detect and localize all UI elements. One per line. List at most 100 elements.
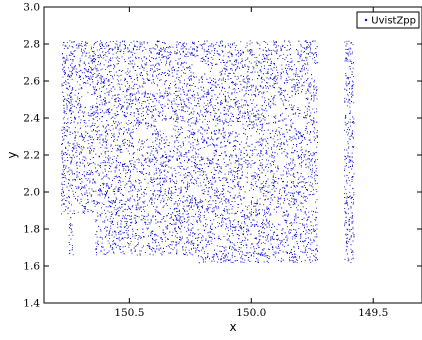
data-point bbox=[207, 212, 209, 214]
data-point bbox=[171, 174, 173, 176]
data-point bbox=[69, 174, 70, 176]
data-point bbox=[307, 243, 308, 245]
data-point bbox=[130, 186, 132, 188]
data-point bbox=[104, 193, 105, 195]
data-point bbox=[169, 100, 171, 102]
data-point bbox=[273, 208, 275, 210]
data-point bbox=[217, 222, 219, 223]
data-point bbox=[302, 206, 304, 208]
data-point bbox=[65, 152, 67, 154]
data-point bbox=[298, 177, 300, 179]
data-point bbox=[213, 152, 215, 154]
data-point bbox=[83, 111, 85, 113]
data-point bbox=[119, 246, 120, 248]
data-point bbox=[100, 250, 102, 252]
data-point bbox=[212, 143, 213, 145]
data-point bbox=[284, 90, 286, 92]
data-point bbox=[138, 85, 140, 87]
data-point bbox=[67, 142, 69, 144]
data-point bbox=[196, 221, 198, 222]
data-point bbox=[70, 59, 72, 60]
data-point bbox=[277, 182, 279, 184]
data-point bbox=[176, 70, 178, 72]
data-point bbox=[190, 97, 192, 99]
data-point bbox=[233, 171, 235, 172]
data-point bbox=[221, 40, 223, 42]
data-point bbox=[151, 230, 153, 232]
data-point bbox=[72, 89, 74, 90]
data-point bbox=[67, 59, 69, 61]
data-point bbox=[295, 70, 297, 72]
data-point bbox=[89, 84, 91, 86]
data-point bbox=[228, 136, 229, 138]
data-point bbox=[262, 147, 264, 149]
data-point bbox=[62, 199, 63, 201]
data-point bbox=[274, 117, 276, 118]
data-point bbox=[305, 196, 307, 197]
data-point bbox=[237, 100, 239, 102]
data-point bbox=[210, 197, 212, 199]
data-point bbox=[61, 200, 63, 201]
data-point bbox=[173, 146, 175, 148]
data-point bbox=[148, 222, 150, 223]
data-point bbox=[300, 68, 302, 70]
data-point bbox=[209, 207, 211, 209]
data-point bbox=[208, 240, 210, 242]
data-point bbox=[117, 46, 119, 48]
data-point bbox=[143, 41, 145, 43]
data-point bbox=[108, 162, 110, 164]
data-point bbox=[273, 99, 274, 101]
data-point bbox=[348, 138, 350, 140]
data-point bbox=[210, 114, 212, 116]
data-point bbox=[226, 218, 228, 219]
data-point bbox=[347, 127, 349, 129]
data-point bbox=[159, 143, 161, 145]
data-point bbox=[296, 222, 298, 224]
data-point bbox=[224, 90, 226, 92]
data-point bbox=[233, 64, 235, 66]
data-point bbox=[184, 120, 186, 122]
data-point bbox=[75, 186, 77, 188]
data-point bbox=[173, 168, 175, 169]
data-point bbox=[312, 225, 314, 227]
data-point bbox=[64, 132, 65, 134]
data-point bbox=[106, 91, 108, 93]
data-point bbox=[125, 208, 127, 210]
data-point bbox=[300, 237, 302, 239]
data-point bbox=[153, 110, 155, 111]
data-point bbox=[250, 182, 252, 184]
data-point bbox=[76, 47, 78, 49]
data-point bbox=[300, 44, 302, 46]
data-point bbox=[265, 216, 267, 218]
data-point bbox=[293, 247, 295, 249]
data-point bbox=[285, 222, 287, 224]
data-point bbox=[100, 96, 102, 98]
data-point bbox=[245, 59, 247, 61]
data-point bbox=[230, 241, 231, 243]
data-point bbox=[346, 85, 348, 87]
data-point bbox=[291, 109, 292, 111]
data-point bbox=[199, 218, 200, 219]
data-point bbox=[143, 146, 144, 148]
data-point bbox=[62, 169, 64, 171]
data-point bbox=[272, 170, 273, 172]
data-point bbox=[198, 113, 200, 115]
data-point bbox=[209, 45, 211, 47]
data-point bbox=[162, 72, 164, 74]
data-point bbox=[349, 191, 351, 193]
data-point bbox=[159, 59, 161, 61]
data-point bbox=[180, 120, 182, 122]
data-point bbox=[207, 121, 208, 122]
data-point bbox=[142, 60, 143, 62]
data-point bbox=[219, 223, 220, 224]
data-point bbox=[265, 175, 266, 176]
data-point bbox=[251, 254, 252, 256]
data-point bbox=[235, 64, 237, 65]
data-point bbox=[265, 218, 267, 220]
data-point bbox=[190, 46, 192, 48]
data-point bbox=[174, 229, 176, 231]
data-point bbox=[116, 213, 117, 215]
data-point bbox=[255, 209, 257, 211]
data-point bbox=[304, 239, 306, 241]
data-point bbox=[297, 107, 299, 108]
